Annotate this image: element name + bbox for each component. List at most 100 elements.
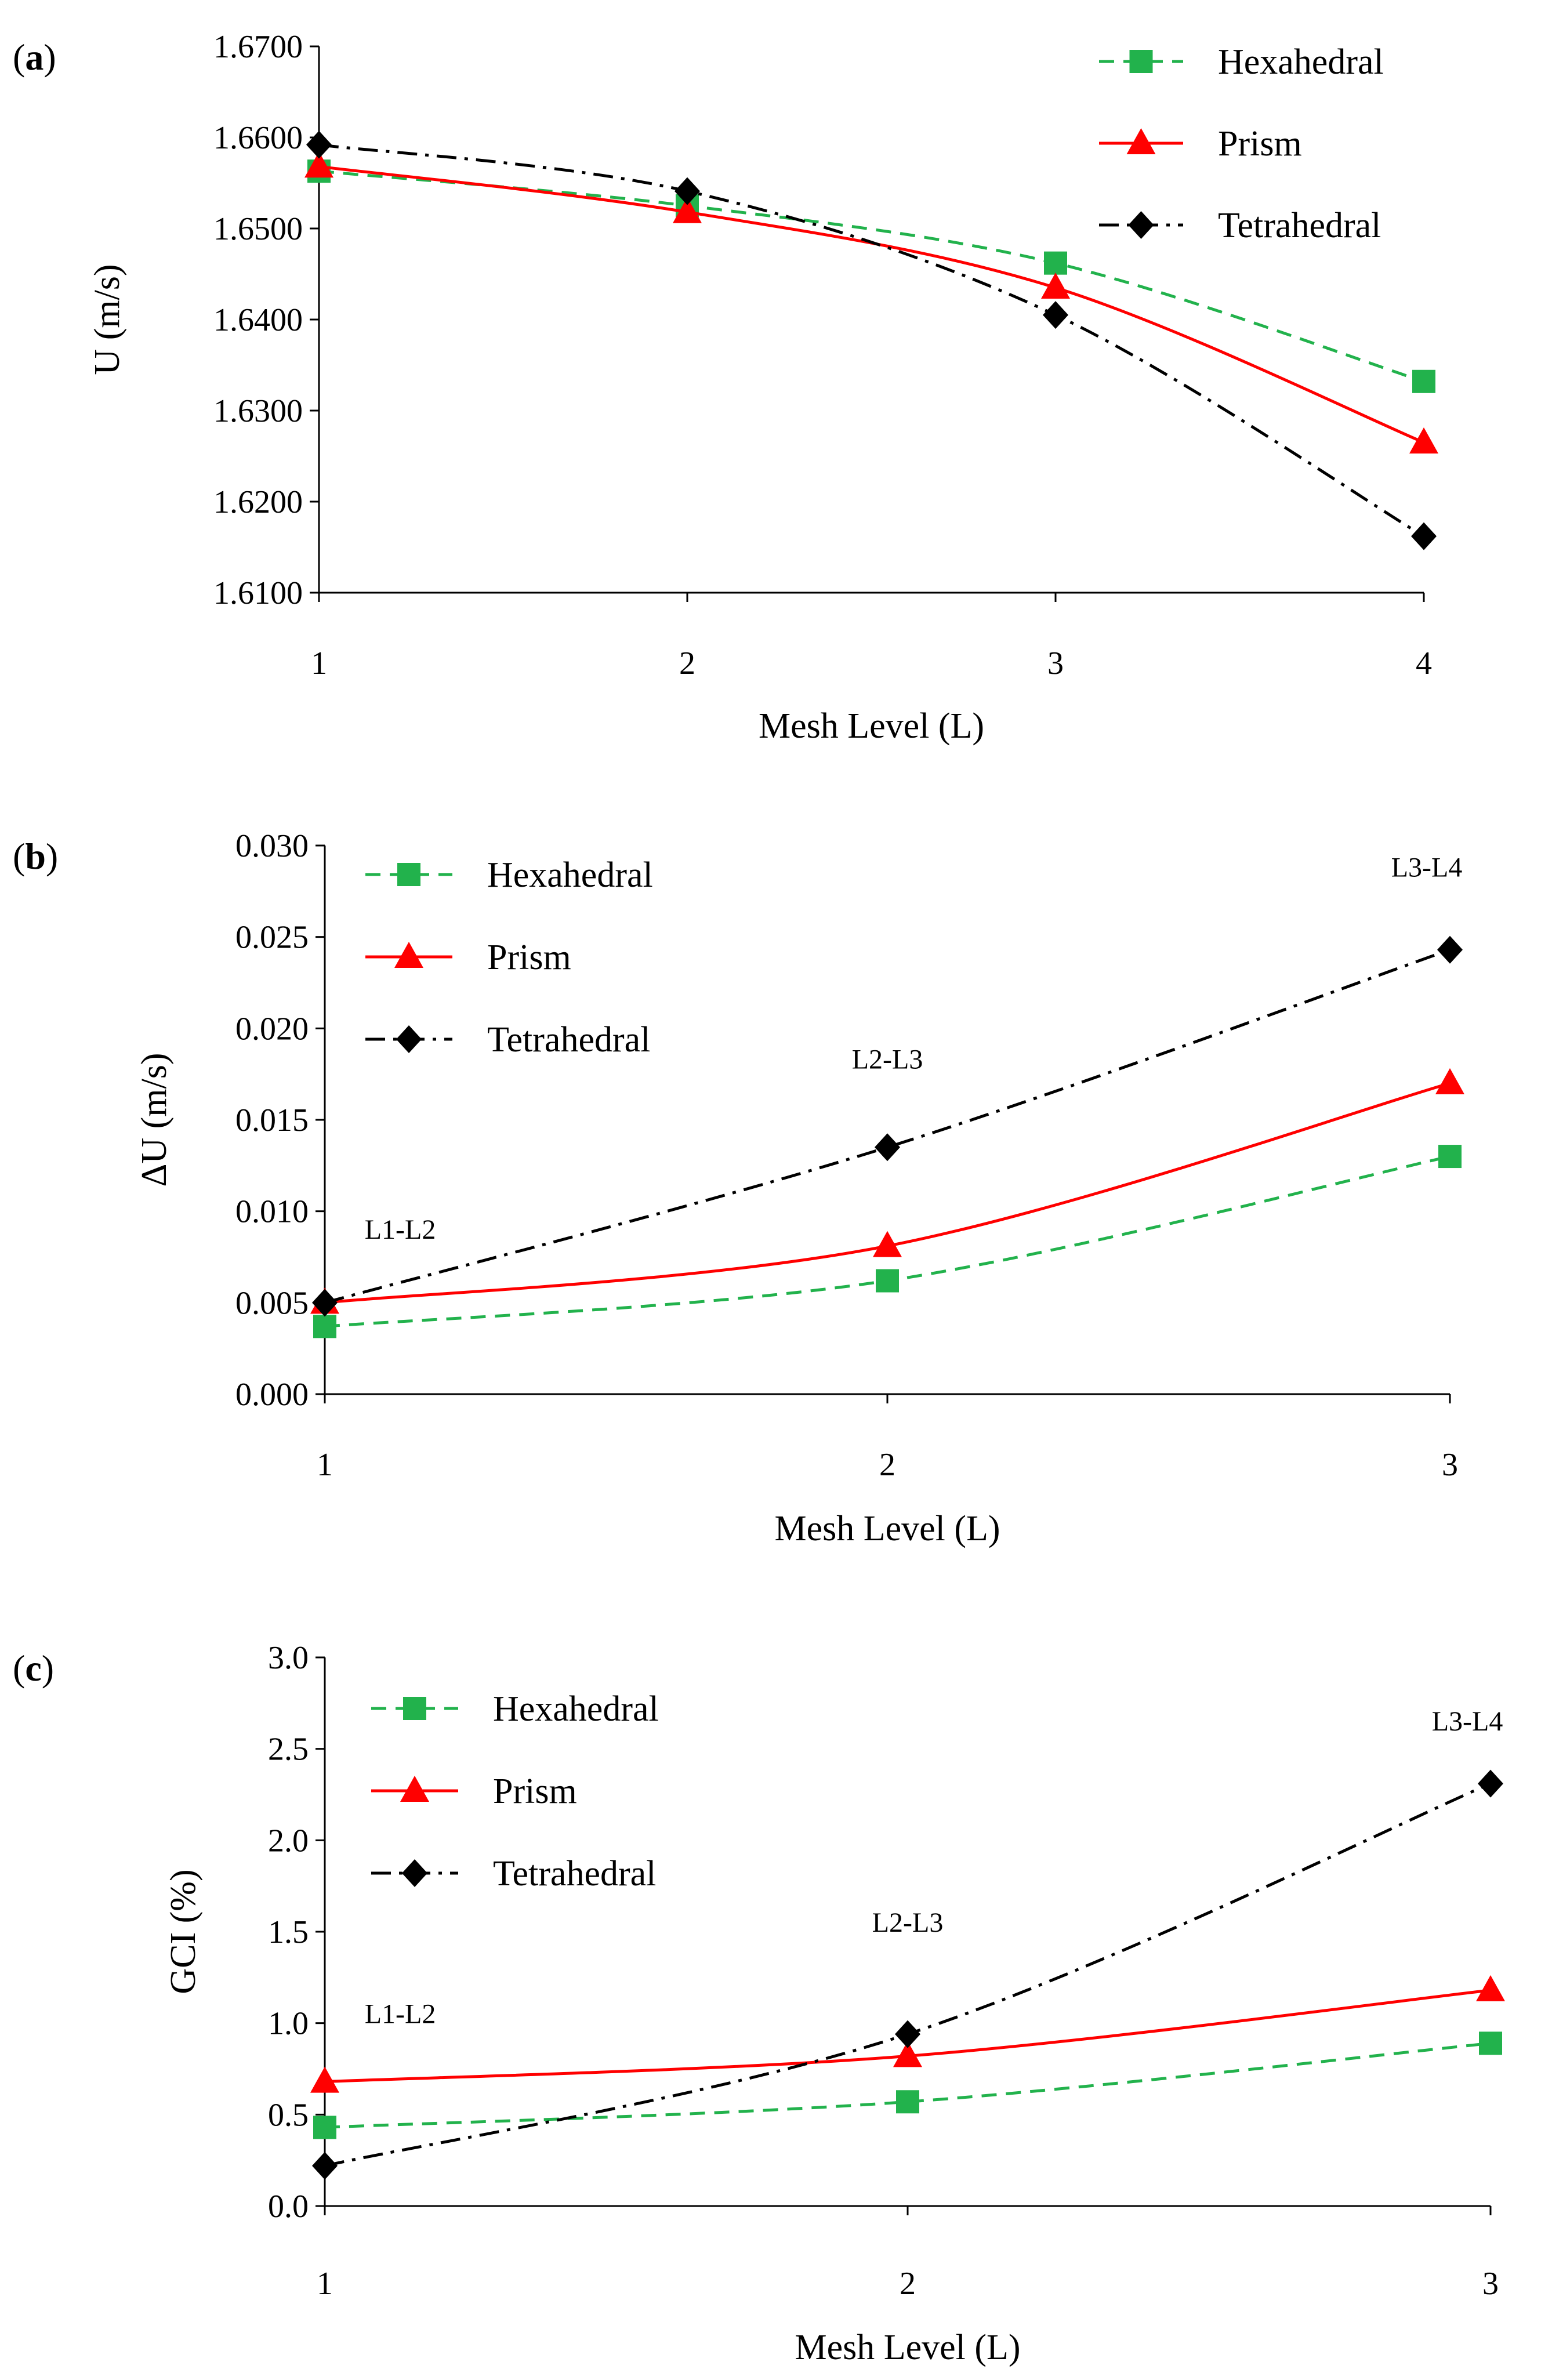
- annotation-label: L1-L2: [365, 1999, 436, 2030]
- x-tick-label: 4: [1416, 645, 1432, 681]
- data-point-tetrahedral: [675, 177, 700, 205]
- legend-marker: [400, 1776, 429, 1802]
- y-tick-label: 3.0: [268, 1640, 309, 1676]
- data-point-tetrahedral: [875, 1133, 900, 1162]
- data-point-prism: [673, 197, 702, 223]
- legend-label: Hexahedral: [487, 855, 653, 895]
- x-tick-label: 2: [900, 2266, 916, 2302]
- data-point-tetrahedral: [1411, 522, 1437, 550]
- y-axis-title: U (m/s): [88, 264, 127, 375]
- data-point-prism: [893, 2041, 922, 2067]
- data-point-hexahedral: [876, 1269, 899, 1293]
- x-tick-label: 1: [317, 2266, 333, 2302]
- y-tick-label: 0.025: [235, 920, 309, 956]
- legend-label: Prism: [1218, 124, 1302, 164]
- chart-panel-c: (c) 0.0 0.5 1.0 1.5 2.0 2.5 3.0 1 2 3 Mesh Level (L…: [13, 1640, 1505, 2367]
- x-tick-label: 3: [1482, 2266, 1499, 2302]
- data-point-prism: [1476, 1975, 1505, 2001]
- annotation-label: L3-L4: [1391, 852, 1463, 883]
- legend-label: Prism: [493, 1772, 577, 1811]
- x-tick-label: 2: [679, 645, 695, 681]
- y-tick-label: 1.6200: [213, 484, 303, 520]
- annotation-label: L2-L3: [872, 1907, 944, 1938]
- y-tick-label: 1.6600: [213, 120, 303, 156]
- data-point-prism: [1409, 427, 1438, 453]
- panel-label-letter: b: [25, 836, 46, 877]
- data-point-tetrahedral: [306, 130, 332, 159]
- legend-marker: [403, 1697, 426, 1720]
- data-point-hexahedral: [313, 1315, 336, 1338]
- panel-label-close-paren: ): [42, 1648, 54, 1689]
- legend-marker: [394, 942, 423, 968]
- legend-label: Hexahedral: [1218, 42, 1384, 82]
- panel-label-close-paren: ): [46, 836, 58, 877]
- y-tick-label: 0.005: [235, 1285, 309, 1321]
- panel-label-close-paren: ): [43, 37, 56, 78]
- panel-label-letter: a: [25, 37, 43, 78]
- x-axis-title: Mesh Level (L): [774, 1509, 1000, 1548]
- legend-marker: [396, 1025, 422, 1053]
- y-tick-label: 0.0: [268, 2189, 309, 2225]
- y-tick-label: 1.6500: [213, 211, 303, 247]
- data-point-tetrahedral: [895, 2020, 920, 2048]
- data-point-prism: [304, 151, 333, 178]
- x-tick-label: 1: [317, 1447, 333, 1483]
- panel-label: (c): [13, 1648, 54, 1689]
- series-line-tetrahedral: [324, 948, 1451, 1304]
- x-tick-label: 3: [1442, 1447, 1458, 1483]
- y-tick-label: 1.6400: [213, 302, 303, 338]
- y-tick-label: 1.5: [268, 1914, 309, 1950]
- data-point-tetrahedral: [1043, 301, 1068, 329]
- legend-marker: [1129, 50, 1153, 73]
- y-tick-label: 1.6300: [213, 393, 303, 429]
- data-point-prism: [1041, 273, 1070, 299]
- chart-panel-b: (b) 0.000 0.005 0.010 0.015 0.020 0.025 0.030 1 2…: [13, 828, 1464, 1548]
- data-point-hexahedral: [1044, 251, 1067, 275]
- annotation-label: L3-L4: [1432, 1706, 1503, 1737]
- y-tick-label: 0.015: [235, 1102, 309, 1138]
- data-point-tetrahedral: [1437, 935, 1463, 964]
- legend-marker: [1128, 211, 1154, 239]
- legend-label: Tetrahedral: [487, 1020, 650, 1060]
- panel-label-open-paren: (: [13, 37, 25, 78]
- y-tick-label: 0.010: [235, 1194, 309, 1230]
- legend-marker: [1126, 128, 1156, 154]
- panel-label-letter: c: [25, 1648, 41, 1689]
- legend-marker: [402, 1859, 427, 1887]
- x-tick-label: 1: [311, 645, 327, 681]
- data-point-hexahedral: [1438, 1145, 1462, 1169]
- data-point-prism: [310, 2066, 339, 2093]
- y-tick-label: 0.030: [235, 828, 309, 864]
- data-point-hexahedral: [313, 2116, 336, 2139]
- data-point-hexahedral: [896, 2090, 919, 2114]
- x-axis-title: Mesh Level (L): [795, 2328, 1020, 2367]
- panel-label-open-paren: (: [13, 1648, 25, 1689]
- series-line-tetrahedral: [318, 143, 1425, 538]
- y-tick-label: 1.0: [268, 2006, 309, 2042]
- annotation-label: L1-L2: [365, 1214, 436, 1245]
- y-tick-label: 1.6100: [213, 575, 303, 611]
- panel-label: (a): [13, 37, 56, 78]
- data-point-prism: [873, 1231, 902, 1257]
- series-line-hexahedral: [324, 2041, 1491, 2129]
- legend-label: Tetrahedral: [493, 1854, 656, 1893]
- y-tick-label: 1.6700: [213, 29, 303, 65]
- x-tick-label: 3: [1047, 645, 1064, 681]
- chart-panel-a: (a) 1.6100 1.6200 1.6300 1.6400 1.6500 1.6600 1…: [13, 29, 1438, 746]
- data-point-prism: [1435, 1068, 1464, 1094]
- series-line-hexahedral: [318, 169, 1424, 383]
- x-axis-title: Mesh Level (L): [759, 706, 984, 746]
- data-point-hexahedral: [1479, 2031, 1502, 2055]
- y-tick-label: 0.020: [235, 1011, 309, 1047]
- y-tick-label: 2.5: [268, 1732, 309, 1768]
- legend-label: Tetrahedral: [1218, 206, 1381, 245]
- data-point-tetrahedral: [1478, 1769, 1503, 1798]
- annotation-label: L2-L3: [852, 1044, 923, 1075]
- legend-label: Hexahedral: [493, 1689, 659, 1729]
- panel-label: (b): [13, 836, 58, 877]
- y-axis-title: GCI (%): [164, 1869, 203, 1994]
- data-point-tetrahedral: [312, 1289, 338, 1317]
- data-point-hexahedral: [1412, 369, 1435, 393]
- legend-marker: [397, 863, 420, 886]
- y-tick-label: 2.0: [268, 1823, 309, 1859]
